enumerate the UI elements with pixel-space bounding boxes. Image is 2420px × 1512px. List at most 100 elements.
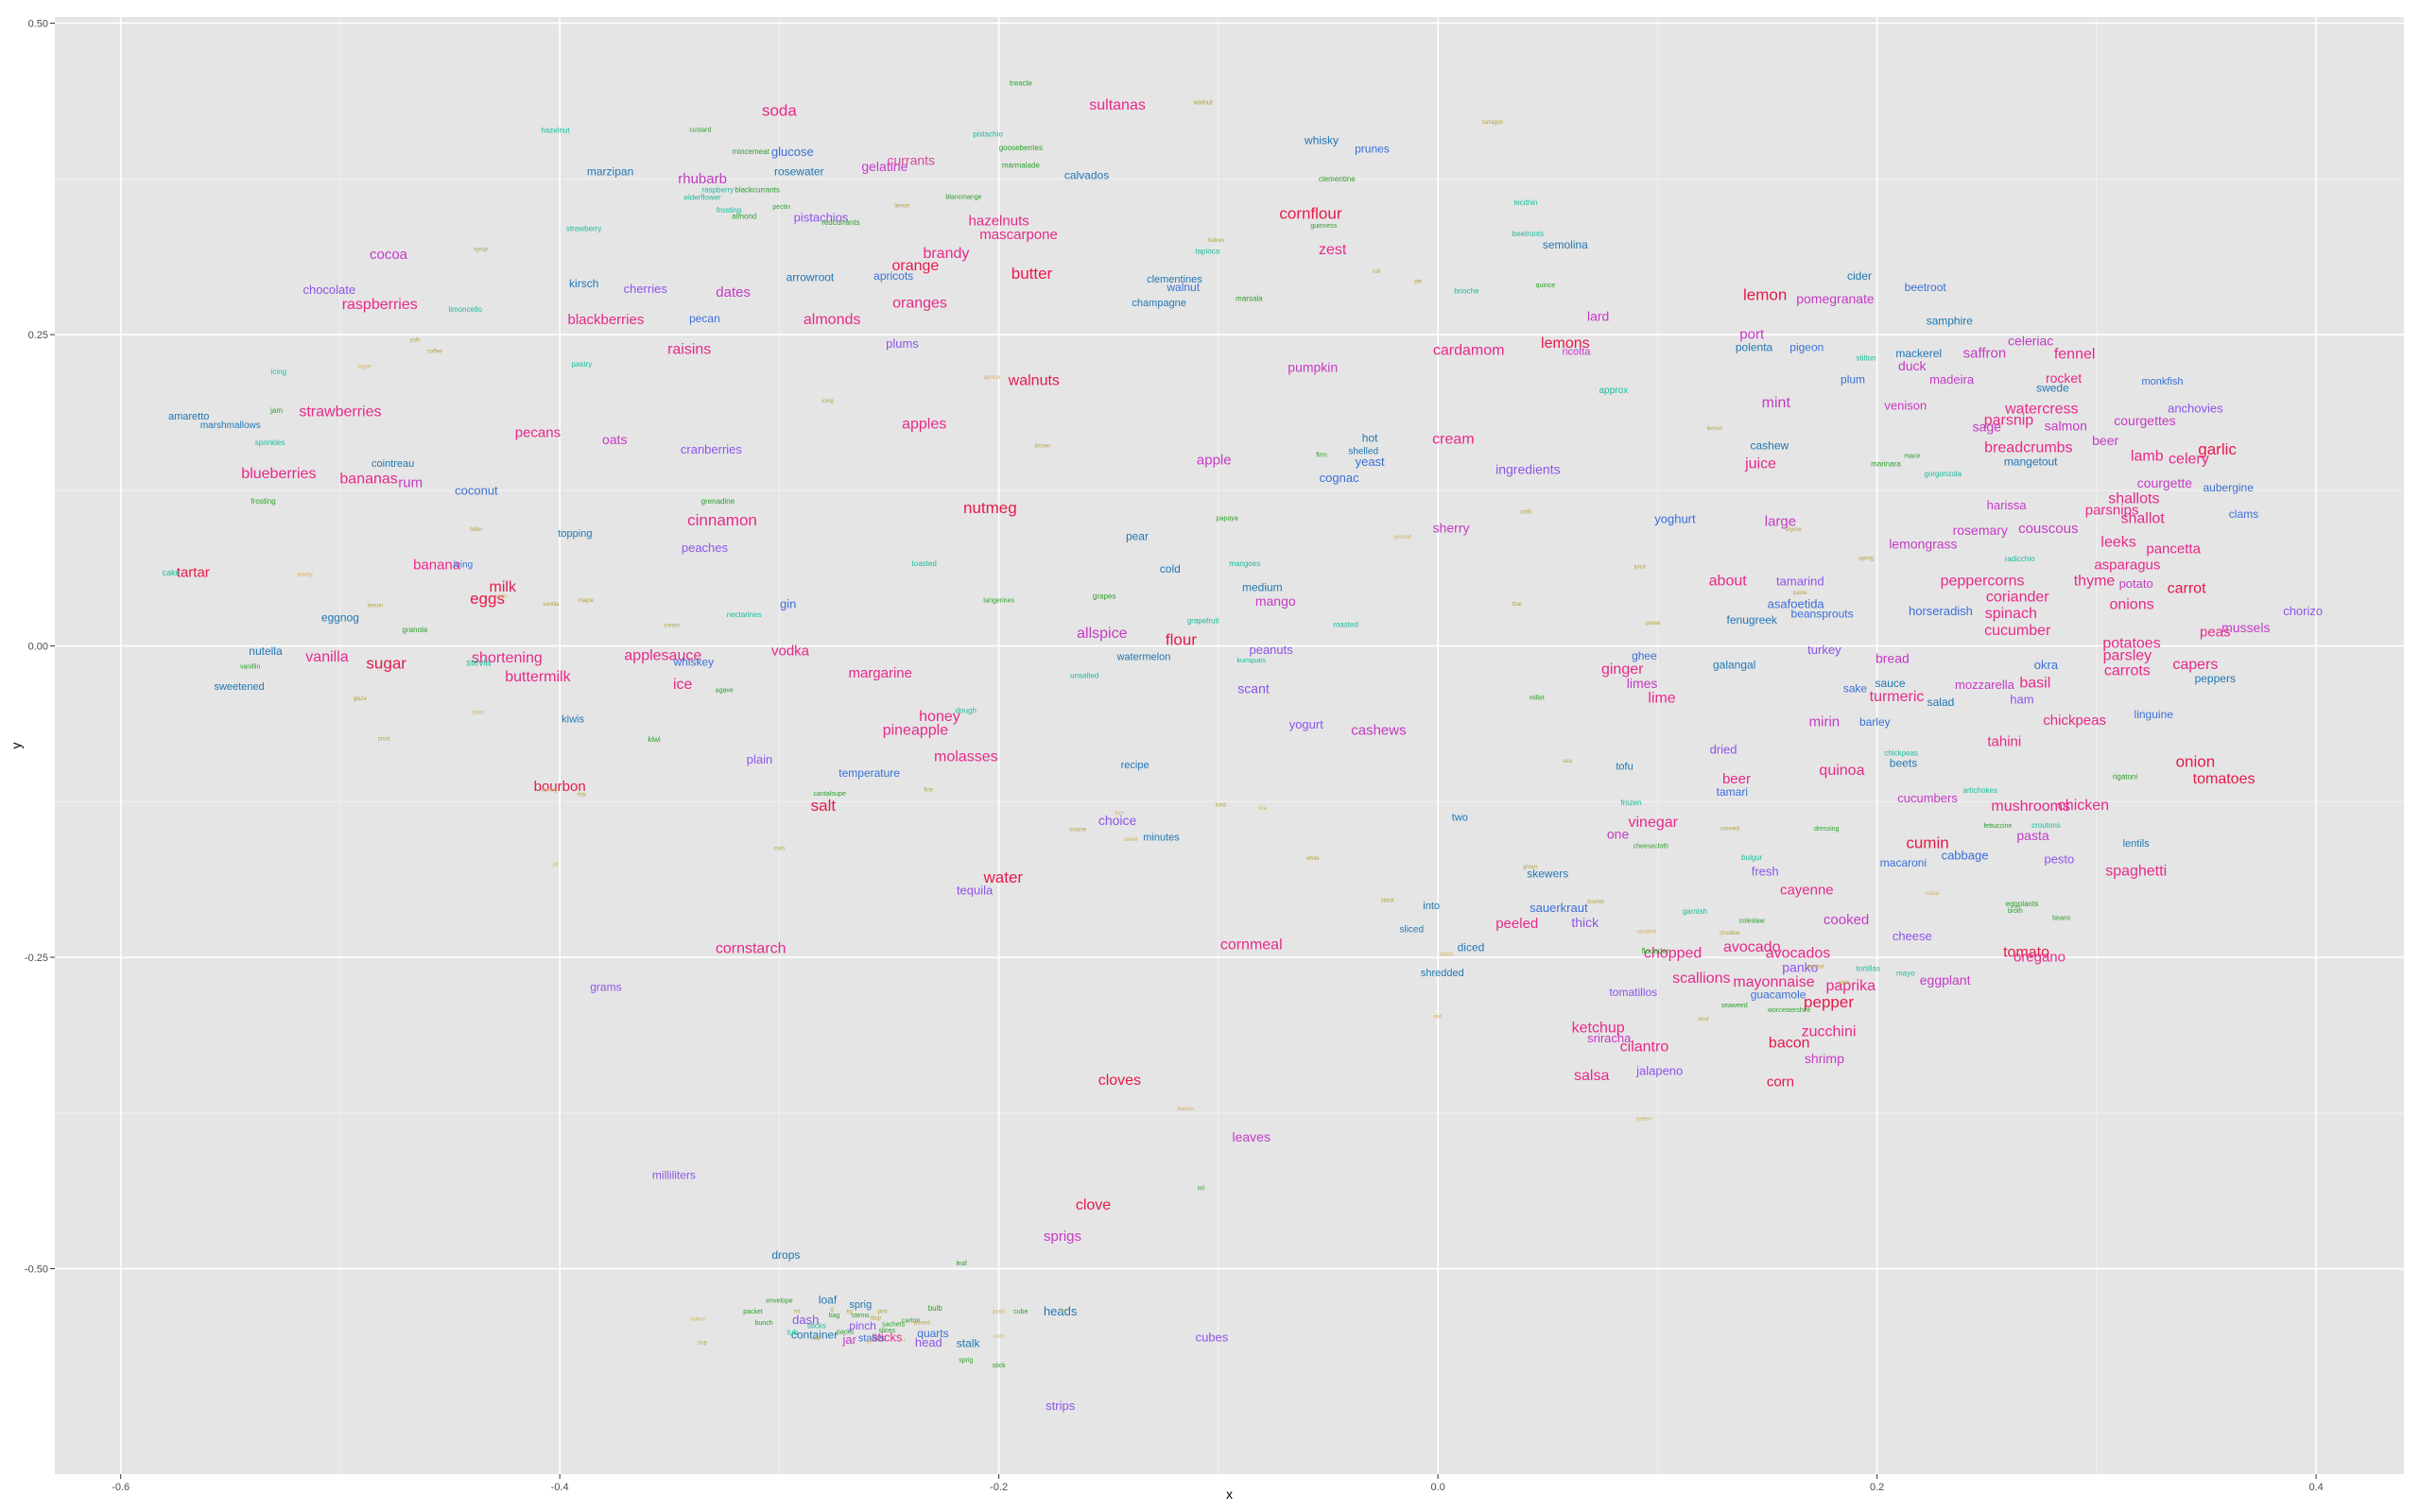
point-label: fenugreek [1727, 613, 1778, 627]
point-label: clementine [1319, 175, 1356, 183]
point-label: peanut [1806, 965, 1824, 971]
point-label: tomatoes [2193, 771, 2256, 787]
point-label: blackcurrants [735, 186, 780, 195]
point-label: ingredients [1495, 461, 1561, 476]
point-label: kg [847, 1310, 853, 1315]
point-label: watercress [2004, 402, 2078, 418]
point-label: strips [1046, 1399, 1076, 1413]
point-label: cornstarch [716, 940, 786, 956]
point-label: lemon [1707, 426, 1722, 432]
point-label: stilton [1857, 354, 1876, 363]
point-label: amaretto [168, 411, 209, 422]
point-label: limoncello [449, 305, 483, 314]
point-label: apples [902, 416, 946, 432]
point-label: salt [811, 797, 837, 815]
point-label: millet [1529, 695, 1544, 701]
point-label: leaf [957, 1261, 967, 1267]
point-label: quinoa [1819, 763, 1864, 779]
point-label: watermelon [1115, 651, 1170, 662]
point-label: mascarpone [979, 227, 1058, 243]
point-label: kosher [1587, 900, 1604, 905]
point-label: mackerel [1895, 347, 1942, 360]
point-label: semolina [1543, 238, 1588, 251]
point-label: lecithin [1514, 198, 1538, 207]
point-label: cilantro [1620, 1039, 1669, 1055]
point-label: harissa [1987, 498, 2028, 512]
point-label: sriracha [1587, 1031, 1632, 1045]
point-label: soda [762, 101, 797, 119]
point-label: bitter [470, 527, 482, 533]
point-label: raisins [667, 341, 711, 357]
point-label: medium [1242, 581, 1283, 594]
point-label: beetroot [1905, 281, 1947, 294]
point-label: pound [914, 1321, 930, 1327]
point-label: pectin [772, 204, 790, 211]
point-label: lime [1648, 690, 1675, 706]
point-label: horseradish [1909, 604, 1973, 618]
point-label: nectarines [727, 610, 762, 619]
point-label: crust [378, 736, 390, 742]
point-label: chickpeas [2043, 713, 2106, 729]
point-label: mace [1904, 454, 1920, 460]
point-label: large [1765, 513, 1796, 529]
point-label: scant [1237, 680, 1270, 696]
point-label: pesto [2044, 851, 2074, 866]
point-label: onion [2176, 753, 2216, 771]
point-label: plain [747, 752, 772, 766]
point-label: limes [1627, 676, 1658, 691]
point-label: tortillas [1857, 964, 1880, 972]
point-label: glaze [354, 696, 368, 702]
x-tick-label: -0.4 [551, 1482, 569, 1493]
point-label: parsley [2103, 648, 2152, 664]
point-label: tahini [1987, 734, 2021, 750]
point-label: tsp [813, 1335, 821, 1341]
point-label: apricots [873, 269, 913, 283]
point-label: onions [2109, 597, 2153, 613]
point-label: thick [1571, 915, 1599, 930]
point-label: pumpkin [1288, 359, 1338, 374]
point-label: yolk [410, 338, 422, 344]
x-axis-title: x [1226, 1486, 1233, 1502]
point-label: mayonnaise [1733, 974, 1814, 990]
point-label: margarine [848, 665, 912, 681]
point-label: madeira [1929, 372, 1975, 387]
point-label: marmalade [1002, 161, 1041, 169]
point-label: samphire [1927, 315, 1974, 328]
point-label: ground [1394, 535, 1412, 541]
point-label: spinach [1985, 606, 2037, 622]
point-label: asparagus [2094, 557, 2160, 573]
point-label: cherries [624, 282, 668, 296]
point-label: cheddar [1720, 931, 1740, 936]
point-label: fresh [1752, 865, 1779, 879]
point-label: peanuts [1249, 643, 1293, 657]
point-label: chopped [1644, 946, 1702, 962]
point-label: pecan [689, 312, 720, 325]
point-label: garnish [1683, 907, 1707, 916]
point-label: plum [1841, 373, 1865, 387]
point-label: hot [1362, 431, 1378, 444]
point-label: frosting [251, 497, 276, 506]
point-label: thai [1512, 602, 1522, 608]
point-label: salsa [1574, 1068, 1609, 1084]
point-label: paprika [1826, 978, 1876, 994]
point-label: gelatine [861, 159, 908, 174]
point-label: milk [490, 579, 517, 595]
point-label: mushrooms [1991, 799, 2070, 815]
point-label: spring [1858, 556, 1874, 561]
point-label: juice [1744, 456, 1776, 472]
point-label: turmeric [1870, 689, 1925, 705]
x-axis-ticks: -0.6 -0.4 -0.2 0.0 0.2 0.4 [112, 1474, 2324, 1493]
point-label: green [1523, 865, 1537, 870]
point-label: peas [2200, 625, 2231, 641]
point-label: temperature [838, 766, 900, 780]
x-tick-label: 0.2 [1870, 1482, 1884, 1493]
grid-lines [55, 17, 2404, 1474]
point-label: cheese [1893, 929, 1932, 943]
point-label: mint [1762, 395, 1791, 411]
point-label: sprig [849, 1299, 872, 1311]
point-label: thyme [2074, 574, 2116, 590]
y-axis-ticks: -0.50 -0.25 0.00 0.25 0.50 [25, 19, 55, 1276]
point-label: mangoes [1229, 559, 1260, 568]
y-tick-label: -0.50 [25, 1264, 48, 1276]
point-label: cardamom [1433, 343, 1505, 359]
